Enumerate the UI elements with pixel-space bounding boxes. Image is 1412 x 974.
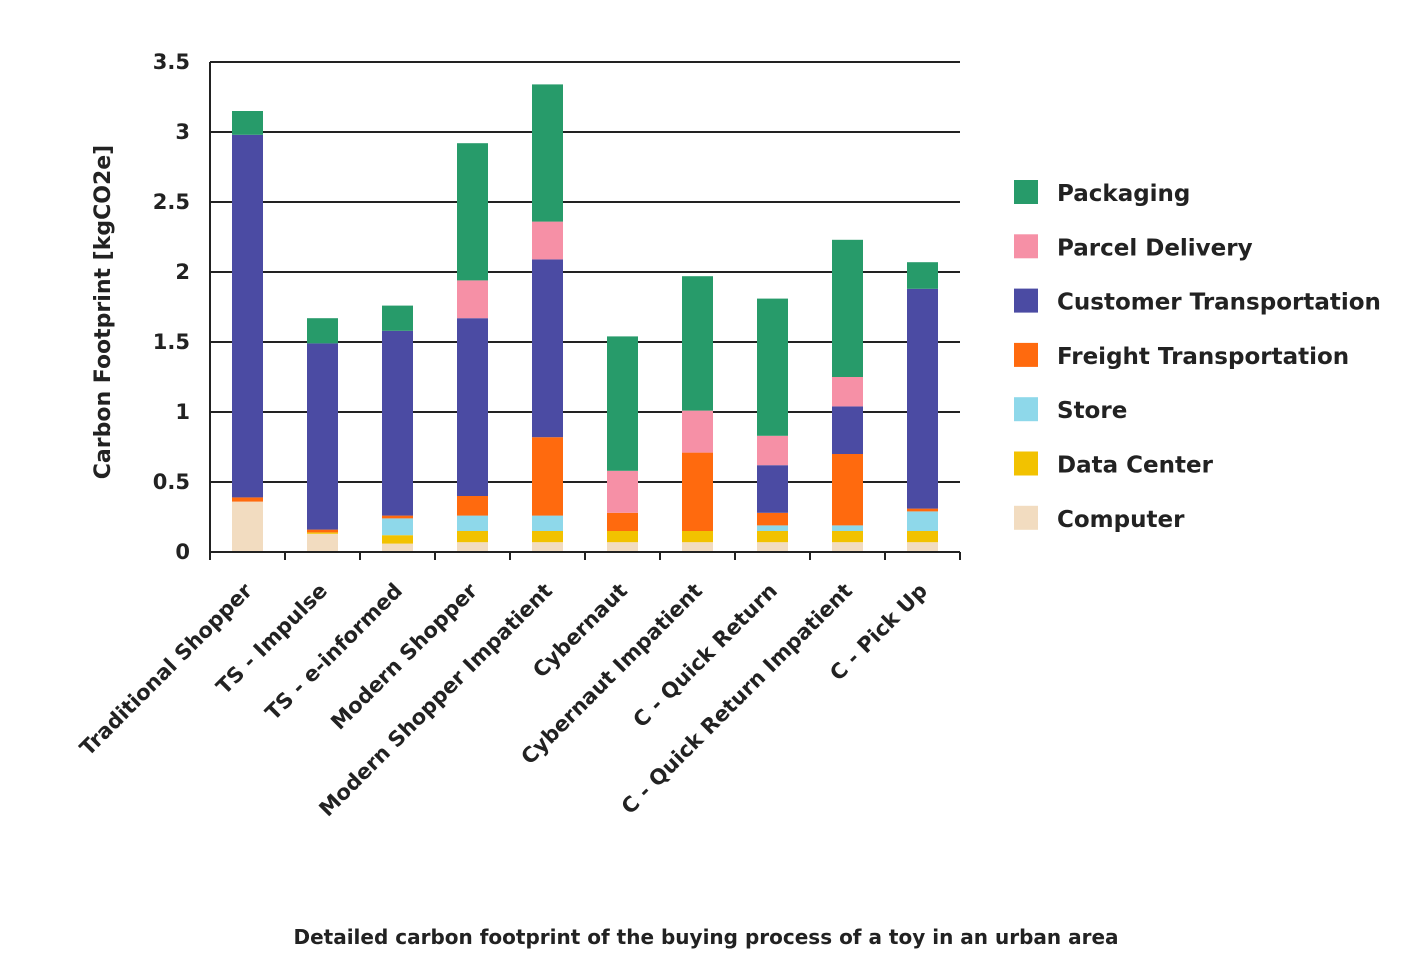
legend: Packaging Parcel Delivery Customer Transpo… bbox=[1014, 180, 1381, 533]
y-tick-label: 2 bbox=[175, 260, 190, 284]
legend-swatch bbox=[1014, 180, 1038, 204]
bar-segment bbox=[382, 330, 413, 516]
legend-label: Freight Transportation bbox=[1057, 344, 1349, 370]
bar-segment bbox=[232, 111, 263, 135]
axes bbox=[209, 62, 961, 560]
legend-swatch bbox=[1014, 342, 1038, 367]
bar-segment bbox=[232, 134, 263, 498]
legend-swatch bbox=[1014, 505, 1038, 530]
bar-segment bbox=[607, 531, 638, 543]
bar-segment bbox=[757, 542, 788, 552]
bar-segment bbox=[532, 542, 563, 552]
bar-segment bbox=[382, 535, 413, 544]
bar-segment bbox=[382, 305, 413, 331]
bar-segment bbox=[757, 525, 788, 531]
bar-segment bbox=[607, 336, 638, 471]
legend-label: Data Center bbox=[1057, 453, 1214, 479]
bar-segment bbox=[757, 512, 788, 526]
bar-segment bbox=[382, 543, 413, 552]
bar-segment bbox=[682, 531, 713, 543]
bar-segment bbox=[757, 465, 788, 513]
bar-segment bbox=[532, 221, 563, 260]
bar-segment bbox=[832, 525, 863, 531]
bar-segment bbox=[682, 276, 713, 411]
bar-segment bbox=[832, 406, 863, 454]
y-tick-label: 3.5 bbox=[153, 50, 190, 74]
bar-segment bbox=[457, 542, 488, 552]
legend-swatch bbox=[1014, 288, 1038, 313]
bar-segment bbox=[757, 435, 788, 466]
bar-segment bbox=[457, 143, 488, 281]
bar-segment bbox=[307, 533, 338, 552]
bar-segment bbox=[907, 511, 938, 531]
bar-segment bbox=[382, 515, 413, 519]
legend-label: Packaging bbox=[1057, 181, 1190, 207]
bar-segment bbox=[682, 542, 713, 552]
y-axis-title: Carbon Footprint [kgCO2e] bbox=[91, 145, 116, 479]
bar-segment bbox=[832, 531, 863, 543]
bar-segment bbox=[307, 343, 338, 530]
bar-segment bbox=[907, 542, 938, 552]
x-category-label: C - Quick Return bbox=[628, 579, 782, 733]
bar-segment bbox=[457, 531, 488, 543]
x-category-label: Modern Shopper bbox=[326, 578, 482, 734]
y-tick-label: 0 bbox=[175, 540, 190, 564]
bar-segment bbox=[457, 496, 488, 516]
legend-label: Computer bbox=[1057, 507, 1185, 533]
bar-segment bbox=[907, 508, 938, 512]
legend-label: Store bbox=[1057, 398, 1127, 424]
bar-segment bbox=[457, 515, 488, 531]
bar-segment bbox=[457, 280, 488, 319]
bar-segment bbox=[607, 470, 638, 513]
bar-segment bbox=[907, 288, 938, 509]
x-category-label: TS - e-informed bbox=[261, 579, 407, 725]
bar-segment bbox=[907, 531, 938, 543]
bar-segment bbox=[307, 318, 338, 344]
bar-segment bbox=[832, 377, 863, 407]
bar-segment bbox=[532, 259, 563, 438]
bar-segment bbox=[607, 512, 638, 531]
chart-caption: Detailed carbon footprint of the buying … bbox=[293, 925, 1119, 949]
legend-label: Parcel Delivery bbox=[1057, 235, 1253, 261]
bar-segment bbox=[532, 531, 563, 543]
bar-segment bbox=[832, 454, 863, 526]
bar-segment bbox=[682, 452, 713, 531]
y-ticks: 0 0.5 1 1.5 2 2.5 3 3.5 bbox=[153, 50, 190, 564]
y-tick-label: 1 bbox=[175, 400, 190, 424]
y-tick-label: 0.5 bbox=[153, 470, 190, 494]
legend-swatch bbox=[1014, 451, 1038, 476]
bar-segment bbox=[832, 239, 863, 377]
bar-segment bbox=[682, 410, 713, 453]
y-tick-label: 2.5 bbox=[153, 190, 190, 214]
legend-label: Customer Transportation bbox=[1057, 290, 1381, 316]
legend-swatch bbox=[1014, 397, 1038, 422]
legend-swatch bbox=[1014, 234, 1038, 259]
y-tick-label: 3 bbox=[175, 120, 190, 144]
y-tick-label: 1.5 bbox=[153, 330, 190, 354]
bar-segment bbox=[232, 497, 263, 502]
bar-segment bbox=[532, 515, 563, 531]
bar-segment bbox=[907, 262, 938, 289]
bar-segment bbox=[382, 518, 413, 536]
bar-segment bbox=[532, 84, 563, 222]
bar-segment bbox=[757, 531, 788, 543]
bar-segment bbox=[232, 501, 263, 552]
bar-segment bbox=[757, 298, 788, 436]
bar-segment bbox=[532, 437, 563, 516]
bar-segment bbox=[307, 532, 338, 534]
bar-segment bbox=[832, 542, 863, 552]
bar-segment bbox=[607, 542, 638, 552]
bar-segment bbox=[307, 529, 338, 533]
bars bbox=[232, 84, 938, 552]
bar-segment bbox=[457, 318, 488, 496]
